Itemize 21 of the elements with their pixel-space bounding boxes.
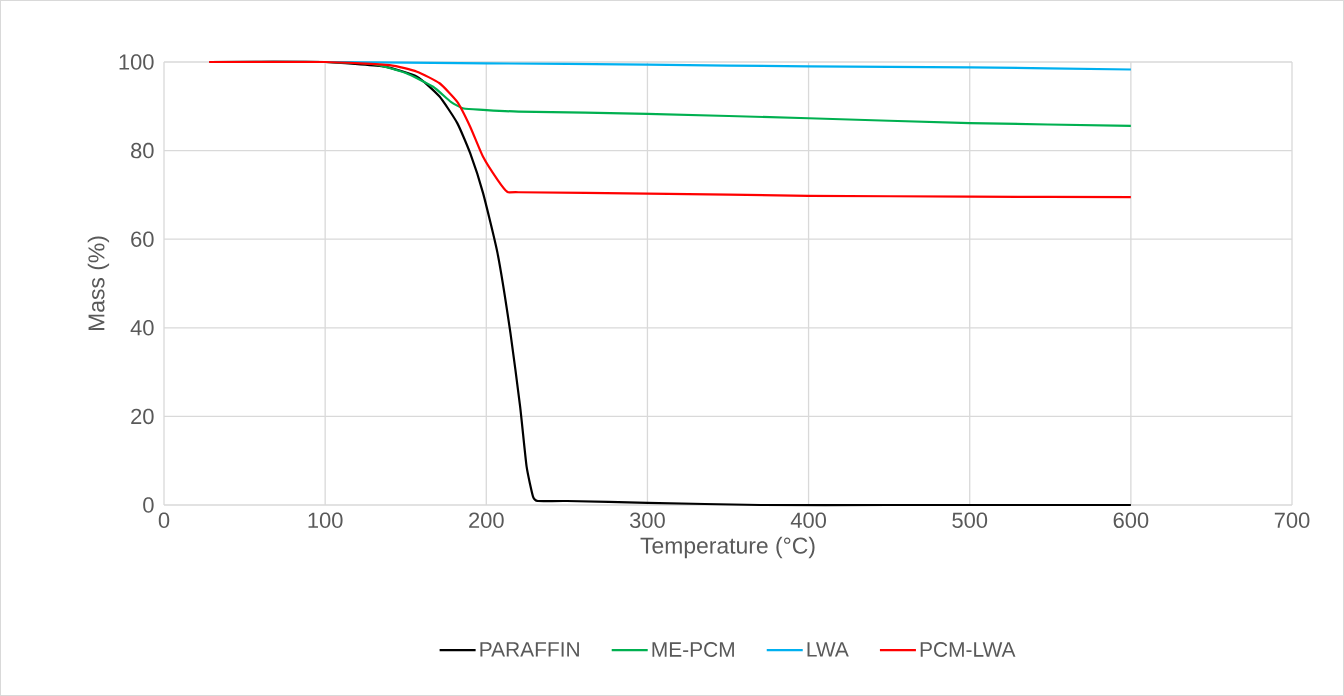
y-tick-label: 60 (131, 231, 154, 247)
legend-label: PCM-LWA (920, 642, 1016, 657)
y-tick-label: 100 (119, 54, 154, 70)
x-axis-title: Temperature (°C) (640, 536, 815, 559)
y-tick-label: 20 (131, 408, 154, 425)
y-axis-title: Mass (%) (87, 236, 110, 330)
x-tick-label: 0 (158, 512, 170, 529)
legend-label: PARAFFIN (480, 642, 579, 657)
x-tick-label: 500 (952, 512, 988, 529)
legend-label: ME-PCM (652, 642, 734, 657)
x-tick-label: 600 (1113, 512, 1149, 529)
y-tick-label: 0 (143, 497, 154, 513)
legend-label: LWA (807, 642, 849, 657)
y-tick-label: 80 (131, 142, 154, 159)
x-tick-label: 200 (469, 512, 504, 529)
x-tick-label: 700 (1274, 512, 1310, 529)
x-tick-label: 100 (308, 512, 343, 529)
line-series (208, 60, 1132, 199)
x-tick-label: 300 (629, 512, 665, 529)
y-tick-label: 40 (130, 320, 154, 336)
x-tick-label: 400 (790, 512, 826, 529)
